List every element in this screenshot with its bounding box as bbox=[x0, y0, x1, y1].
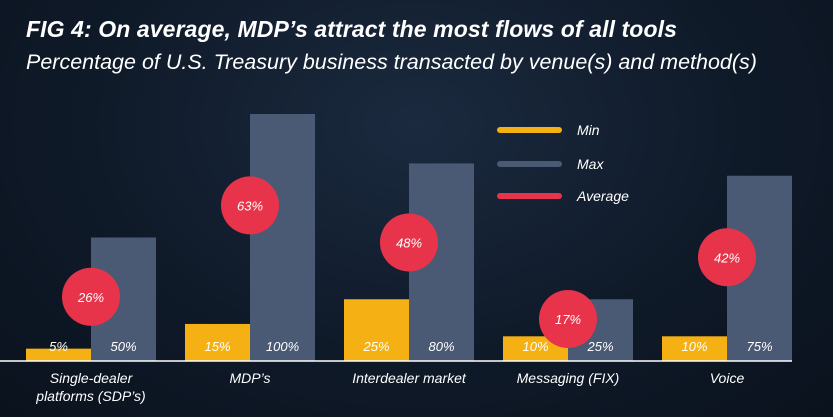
bar-max bbox=[250, 114, 315, 361]
bar-min bbox=[344, 299, 409, 361]
data-label-average: 42% bbox=[714, 250, 740, 265]
category-label: MDP’s bbox=[230, 370, 271, 386]
data-label-min: 15% bbox=[204, 339, 230, 354]
chart-title: FIG 4: On average, MDP’s attract the mos… bbox=[26, 16, 677, 42]
category-label: Interdealer market bbox=[352, 370, 467, 386]
bar-min bbox=[185, 323, 250, 361]
data-label-average: 63% bbox=[237, 198, 263, 213]
legend-label: Average bbox=[576, 188, 629, 204]
legend-label: Max bbox=[577, 156, 604, 172]
data-label-max: 50% bbox=[110, 339, 136, 354]
bar-min bbox=[26, 348, 91, 361]
data-label-min: 10% bbox=[681, 339, 707, 354]
legend-swatch bbox=[497, 193, 562, 199]
category-label: Messaging (FIX) bbox=[517, 370, 620, 386]
data-label-average: 17% bbox=[555, 312, 581, 327]
bar-min bbox=[662, 336, 727, 361]
data-label-min: 10% bbox=[522, 339, 548, 354]
average-marker bbox=[380, 213, 438, 272]
category-label: Single-dealer bbox=[50, 370, 134, 386]
data-label-min: 25% bbox=[362, 339, 389, 354]
data-label-max: 25% bbox=[586, 339, 613, 354]
data-label-average: 26% bbox=[77, 290, 104, 305]
data-label-max: 100% bbox=[266, 339, 299, 354]
data-label-max: 75% bbox=[746, 339, 772, 354]
data-label-average: 48% bbox=[396, 235, 422, 250]
average-marker bbox=[539, 290, 597, 349]
data-label-max: 80% bbox=[428, 339, 454, 354]
data-label-min: 5% bbox=[49, 339, 68, 354]
average-marker bbox=[221, 176, 279, 235]
category-label: platforms (SDP’s) bbox=[35, 388, 145, 404]
chart-subtitle: Percentage of U.S. Treasury business tra… bbox=[26, 50, 757, 74]
average-marker bbox=[62, 267, 120, 326]
legend-swatch bbox=[497, 161, 562, 167]
average-marker bbox=[698, 228, 756, 287]
legend-label: Min bbox=[577, 122, 600, 138]
legend-swatch bbox=[497, 127, 562, 133]
category-label: Voice bbox=[710, 370, 745, 386]
